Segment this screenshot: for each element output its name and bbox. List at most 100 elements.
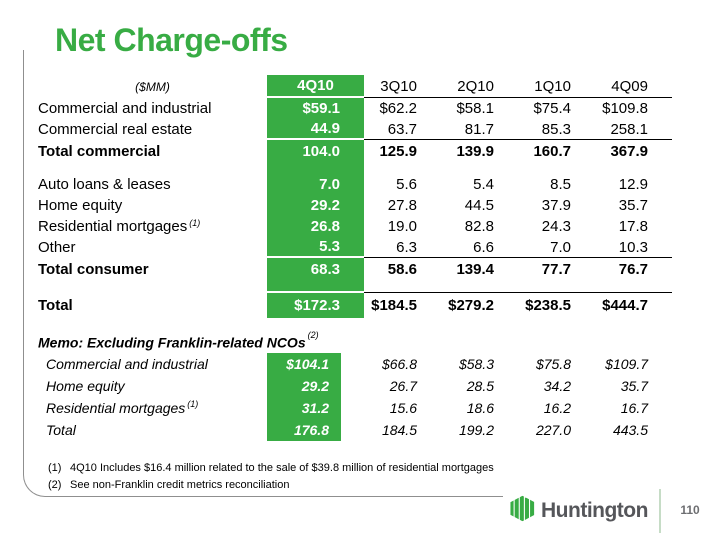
table-row: Home equity 29.2 27.8 44.5 37.9 35.7 bbox=[38, 195, 672, 216]
table-row: Commercial real estate 44.9 63.7 81.7 85… bbox=[38, 119, 672, 140]
footnote-marker: (2) bbox=[48, 479, 62, 491]
cell-value: 160.7 bbox=[533, 142, 571, 160]
highlight-cell: 31.2 bbox=[267, 397, 341, 419]
table-row-total-consumer: Total consumer 68.3 58.6 139.4 77.7 76.7 bbox=[38, 258, 672, 280]
cell-value: $109.7 bbox=[605, 356, 648, 372]
footnote-ref-2: (2) bbox=[307, 330, 319, 340]
memo-row: Commercial and industrial $104.1 $66.8 $… bbox=[38, 353, 672, 375]
cell-value: 24.3 bbox=[541, 218, 571, 235]
cell-value: $279.2 bbox=[448, 297, 494, 314]
highlight-cell: 29.2 bbox=[267, 375, 341, 397]
row-label: Commercial and industrial bbox=[46, 356, 208, 372]
cell-value: $58.3 bbox=[458, 356, 494, 372]
cell-value: 82.8 bbox=[464, 218, 494, 235]
table-row: Residential mortgages (1) 26.8 19.0 82.8 … bbox=[38, 216, 672, 237]
column-header-3q10: 3Q10 bbox=[364, 75, 441, 98]
cell-value: 85.3 bbox=[518, 119, 595, 140]
row-label: Auto loans & leases bbox=[38, 176, 171, 193]
cell-value: 77.7 bbox=[541, 260, 571, 278]
table-row: Other 5.3 6.3 6.6 7.0 10.3 bbox=[38, 237, 672, 258]
memo-heading: Memo: Excluding Franklin-related NCOs (2) bbox=[38, 330, 319, 351]
brand-wordmark: Huntington bbox=[541, 499, 648, 522]
cell-value: $109.8 bbox=[602, 100, 648, 117]
cell-value: 37.9 bbox=[541, 197, 571, 214]
cell-value: 7.0 bbox=[518, 237, 595, 258]
highlight-cell: 7.0 bbox=[267, 174, 364, 195]
cell-value: 139.4 bbox=[456, 260, 494, 278]
spacer-row bbox=[38, 162, 672, 174]
cell-value: 367.9 bbox=[610, 142, 648, 160]
cell-value: 27.8 bbox=[387, 197, 417, 214]
highlight-cell: 176.8 bbox=[267, 419, 341, 441]
cell-value: 19.0 bbox=[387, 218, 417, 235]
highlight-cell: 44.9 bbox=[267, 119, 364, 140]
cell-value: $75.8 bbox=[535, 356, 571, 372]
highlight-cell: 26.8 bbox=[267, 216, 364, 237]
cell-value: $184.5 bbox=[371, 297, 417, 314]
row-label: Total commercial bbox=[38, 142, 161, 160]
cell-value: 17.8 bbox=[618, 218, 648, 235]
table-row-total-commercial: Total commercial 104.0 125.9 139.9 160.7… bbox=[38, 140, 672, 162]
row-label: Residential mortgages (1) bbox=[46, 399, 199, 416]
net-charge-offs-table: ($MM) 4Q10 3Q10 2Q10 1Q10 4Q09 Commercia… bbox=[38, 75, 672, 318]
footnote-2: (2) See non-Franklin credit metrics recon… bbox=[48, 477, 494, 494]
spacer-row bbox=[38, 280, 672, 293]
table-header-row: ($MM) 4Q10 3Q10 2Q10 1Q10 4Q09 bbox=[38, 75, 672, 98]
highlight-cell: 68.3 bbox=[267, 258, 364, 280]
cell-value: 12.9 bbox=[618, 176, 648, 193]
footnote-text: See non-Franklin credit metrics reconcil… bbox=[70, 479, 290, 491]
cell-value: 16.7 bbox=[620, 400, 648, 416]
cell-value: 184.5 bbox=[381, 422, 417, 438]
column-header-2q10: 2Q10 bbox=[441, 75, 518, 98]
highlight-cell: $104.1 bbox=[267, 353, 341, 375]
cell-value: 8.5 bbox=[550, 176, 571, 193]
footer-divider bbox=[659, 489, 661, 533]
cell-value: 15.6 bbox=[389, 400, 417, 416]
huntington-logo: Huntington bbox=[509, 495, 648, 527]
cell-value: 443.5 bbox=[612, 422, 648, 438]
cell-value: 125.9 bbox=[379, 142, 417, 160]
footnote-ref-1: (1) bbox=[187, 399, 199, 409]
footnote-text: 4Q10 Includes $16.4 million related to t… bbox=[70, 462, 494, 474]
row-label: Home equity bbox=[46, 378, 125, 394]
page-number: 110 bbox=[680, 503, 700, 517]
footnote-1: (1) 4Q10 Includes $16.4 million related t… bbox=[48, 460, 494, 477]
memo-row: Home equity 29.2 26.7 28.5 34.2 35.7 bbox=[38, 375, 672, 397]
cell-value: $444.7 bbox=[602, 297, 648, 314]
row-label: Residential mortgages (1) bbox=[38, 217, 201, 236]
cell-value: 5.6 bbox=[396, 176, 417, 193]
slide-border-frame bbox=[23, 50, 503, 497]
highlight-cell: 104.0 bbox=[267, 140, 364, 162]
row-label: Commercial real estate bbox=[38, 121, 193, 138]
cell-value: 5.4 bbox=[473, 176, 494, 193]
cell-value: 58.6 bbox=[387, 260, 417, 278]
row-label: Commercial and industrial bbox=[38, 100, 212, 117]
cell-value: 258.1 bbox=[595, 119, 672, 140]
cell-value: 6.6 bbox=[441, 237, 518, 258]
cell-value: 34.2 bbox=[543, 378, 571, 394]
column-header-1q10: 1Q10 bbox=[518, 75, 595, 98]
footnote-ref-1: (1) bbox=[189, 217, 201, 228]
memo-row-total: Total 176.8 184.5 199.2 227.0 443.5 bbox=[38, 419, 672, 441]
cell-value: 10.3 bbox=[595, 237, 672, 258]
highlight-cell: 5.3 bbox=[267, 237, 364, 258]
cell-value: 26.7 bbox=[389, 378, 417, 394]
row-label: Total bbox=[46, 422, 76, 438]
cell-value: 199.2 bbox=[458, 422, 494, 438]
cell-value: 63.7 bbox=[364, 119, 441, 140]
row-label: Total consumer bbox=[38, 260, 149, 278]
highlight-cell: $59.1 bbox=[267, 98, 364, 119]
huntington-hexagon-icon bbox=[509, 495, 536, 527]
cell-value: 139.9 bbox=[456, 142, 494, 160]
table-row: Auto loans & leases 7.0 5.6 5.4 8.5 12.9 bbox=[38, 174, 672, 195]
cell-value: 35.7 bbox=[620, 378, 648, 394]
cell-value: $75.4 bbox=[533, 100, 571, 117]
cell-value: 16.2 bbox=[543, 400, 571, 416]
row-label: Home equity bbox=[38, 197, 123, 214]
cell-value: $238.5 bbox=[525, 297, 571, 314]
row-label: Other bbox=[38, 239, 76, 256]
unit-label: ($MM) bbox=[135, 79, 170, 94]
cell-value: $66.8 bbox=[381, 356, 417, 372]
table-row-total: Total $172.3 $184.5 $279.2 $238.5 $444.7 bbox=[38, 293, 672, 318]
